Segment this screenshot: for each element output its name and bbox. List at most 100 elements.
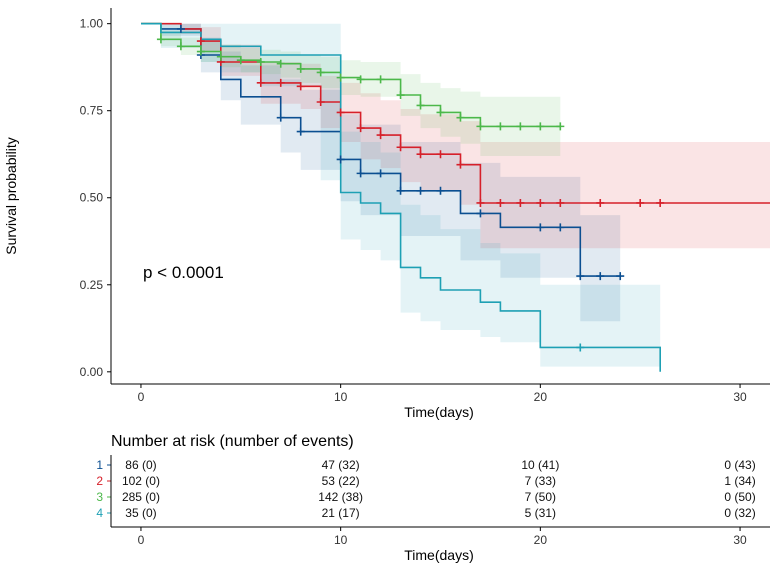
censor-mark-strata-2 [296, 82, 305, 91]
risk-x-tick-label: 30 [733, 533, 747, 547]
confidence-band-strata-2 [141, 23, 770, 249]
x-tick-label: 30 [733, 390, 747, 404]
risk-cell: 7 (50) [525, 490, 556, 504]
censor-mark-strata-2 [276, 78, 285, 87]
censor-mark-strata-1 [376, 169, 385, 178]
risk-strata-label-1: 1 [96, 458, 103, 472]
censor-mark-strata-1 [436, 186, 445, 195]
censor-mark-strata-3 [396, 91, 405, 100]
censor-mark-strata-3 [236, 56, 245, 65]
censor-mark-strata-2 [376, 131, 385, 140]
censor-mark-strata-1 [176, 24, 185, 33]
y-axis-label: Survival probability [3, 137, 19, 255]
censor-mark-strata-1 [296, 127, 305, 136]
risk-cell: 1 (34) [724, 474, 755, 488]
censor-mark-strata-3 [436, 108, 445, 117]
censor-mark-strata-3 [456, 113, 465, 122]
censor-mark-strata-3 [176, 42, 185, 51]
risk-cell: 47 (32) [322, 458, 360, 472]
risk-cell: 102 (0) [122, 474, 160, 488]
risk-table-rows: 1 86 (0) 47 (32) 10 (41) 0 (43) 2 102 (0) 53 (2… [96, 458, 755, 520]
censor-mark-strata-1 [336, 155, 345, 164]
censor-mark-strata-3 [336, 73, 345, 82]
risk-strata-label-2: 2 [96, 474, 103, 488]
censor-mark-strata-1 [616, 272, 625, 281]
censor-mark-strata-2 [476, 198, 485, 207]
risk-x-tick-label: 20 [534, 533, 548, 547]
risk-strata-label-4: 4 [96, 506, 103, 520]
risk-cell: 285 (0) [122, 490, 160, 504]
risk-x-tick-label: 0 [138, 533, 145, 547]
censor-mark-strata-2 [456, 160, 465, 169]
confidence-band-strata-4 [141, 23, 661, 367]
censor-mark-strata-2 [516, 198, 525, 207]
risk-strata-label-3: 3 [96, 490, 103, 504]
risk-table: Number at risk (number of events) 1 86 (0… [96, 433, 770, 563]
censor-mark-strata-3 [496, 122, 505, 131]
risk-cell: 35 (0) [125, 506, 156, 520]
censor-mark-strata-1 [596, 272, 605, 281]
censor-mark-strata-1 [576, 272, 585, 281]
survival-plot-panel: 0.000.250.500.751.00 0 10 20 30 Time(days) … [3, 8, 770, 420]
censor-mark-strata-3 [356, 75, 365, 84]
risk-table-title: Number at risk (number of events) [111, 433, 354, 450]
y-tick-label: 0.50 [80, 191, 104, 205]
risk-cell: 0 (32) [724, 506, 755, 520]
risk-table-x-axis-label: Time(days) [404, 547, 474, 563]
censor-mark-strata-2 [596, 198, 605, 207]
censor-mark-strata-3 [516, 122, 525, 131]
risk-cell: 10 (41) [521, 458, 559, 472]
risk-cell: 7 (33) [525, 474, 556, 488]
censor-mark-strata-1 [556, 223, 565, 232]
x-tick-label: 10 [334, 390, 348, 404]
censor-marks [156, 24, 665, 352]
censor-mark-strata-1 [536, 223, 545, 232]
censor-mark-strata-3 [276, 59, 285, 68]
risk-cell: 86 (0) [125, 458, 156, 472]
y-tick-label: 1.00 [80, 17, 104, 31]
censor-mark-strata-3 [376, 75, 385, 84]
censor-mark-strata-2 [496, 198, 505, 207]
censor-mark-strata-3 [256, 57, 265, 66]
censor-mark-strata-2 [416, 150, 425, 159]
censor-mark-strata-1 [396, 186, 405, 195]
risk-cell: 0 (50) [724, 490, 755, 504]
censor-mark-strata-2 [316, 98, 325, 106]
risk-cell: 53 (22) [322, 474, 360, 488]
censor-mark-strata-4 [576, 343, 585, 352]
confidence-band-strata-3 [141, 23, 561, 157]
censor-mark-strata-2 [636, 198, 645, 207]
censor-mark-strata-2 [396, 143, 405, 152]
x-tick-label: 0 [138, 390, 145, 404]
risk-cell: 142 (38) [318, 490, 363, 504]
censor-mark-strata-3 [476, 122, 485, 131]
censor-mark-strata-2 [556, 198, 565, 207]
censor-mark-strata-3 [416, 101, 425, 110]
risk-cell: 0 (43) [724, 458, 755, 472]
censor-mark-strata-1 [356, 169, 365, 178]
censor-mark-strata-2 [356, 124, 365, 133]
p-value-annotation: p < 0.0001 [143, 263, 224, 282]
censor-mark-strata-1 [476, 209, 485, 218]
x-tick-label: 20 [534, 390, 548, 404]
x-axis-ticks: 0 10 20 30 [138, 384, 747, 404]
survival-curve-strata-4 [141, 22, 661, 372]
y-tick-label: 0.75 [80, 104, 104, 118]
censor-mark-strata-3 [556, 122, 565, 131]
censor-mark-strata-3 [316, 68, 325, 77]
censor-mark-strata-3 [196, 47, 205, 56]
confidence-bands [141, 23, 770, 367]
censor-mark-strata-2 [436, 150, 445, 159]
censor-mark-strata-2 [536, 198, 545, 207]
censor-mark-strata-1 [416, 186, 425, 195]
censor-mark-strata-1 [276, 113, 285, 122]
censor-mark-strata-2 [196, 37, 205, 46]
y-tick-label: 0.25 [80, 278, 104, 292]
censor-mark-strata-3 [296, 64, 305, 73]
x-axis-label: Time(days) [404, 404, 474, 420]
y-tick-label: 0.00 [80, 365, 104, 379]
censor-mark-strata-2 [256, 78, 265, 87]
y-axis-ticks: 0.00 0.25 0.50 0.75 1.00 [80, 17, 111, 379]
risk-cell: 5 (31) [525, 506, 556, 520]
